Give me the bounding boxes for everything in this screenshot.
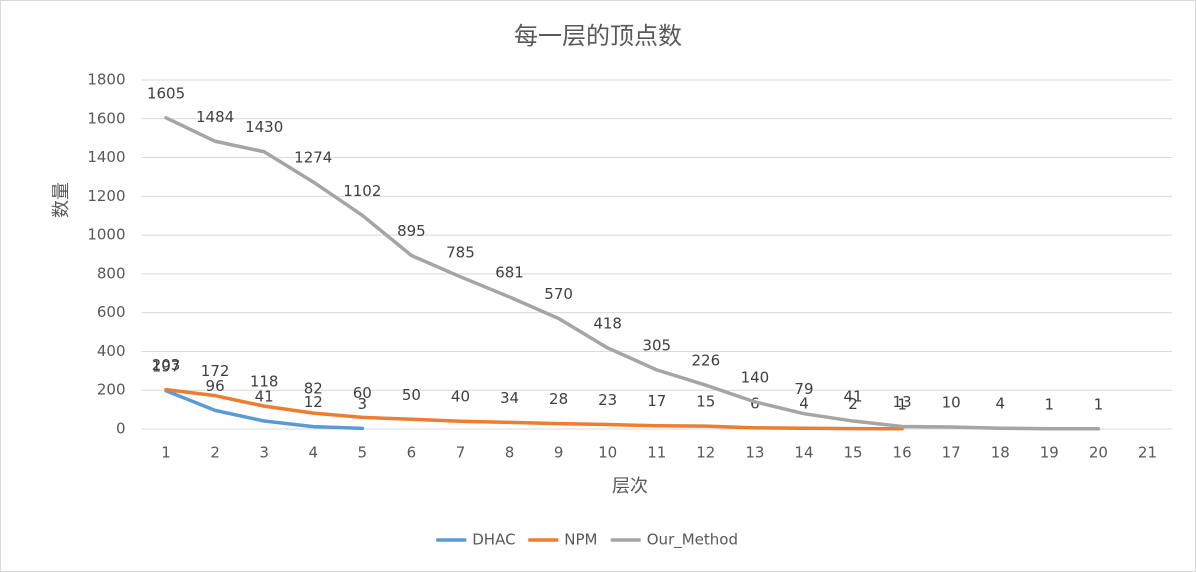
x-tick-label: 11	[647, 444, 666, 462]
data-label: 1484	[196, 108, 234, 126]
legend-label: NPM	[564, 531, 597, 549]
x-tick-label: 20	[1089, 444, 1108, 462]
x-tick-label: 17	[942, 444, 961, 462]
legend-label: Our_Method	[647, 531, 738, 550]
data-label: 13	[893, 393, 912, 411]
data-label: 10	[942, 394, 961, 412]
data-label: 17	[647, 392, 666, 410]
data-label: 197	[152, 357, 181, 375]
y-tick-label: 400	[97, 342, 126, 360]
x-tick-label: 4	[308, 444, 318, 462]
x-tick-label: 12	[696, 444, 715, 462]
x-tick-label: 10	[598, 444, 617, 462]
y-tick-label: 600	[97, 303, 126, 321]
data-label: 50	[402, 386, 421, 404]
data-label: 96	[206, 377, 225, 395]
data-label: 1430	[245, 118, 283, 136]
y-tick-label: 1200	[87, 187, 125, 205]
data-label: 785	[446, 243, 475, 261]
y-tick-label: 1800	[87, 71, 125, 89]
x-tick-label: 9	[554, 444, 564, 462]
data-label: 40	[451, 388, 470, 406]
data-label: 2	[848, 395, 858, 413]
x-tick-label: 3	[259, 444, 269, 462]
y-tick-label: 200	[97, 381, 126, 399]
data-label: 172	[201, 362, 230, 380]
x-tick-label: 5	[358, 444, 368, 462]
x-tick-label: 13	[745, 444, 764, 462]
data-label: 60	[353, 384, 372, 402]
x-tick-label: 6	[407, 444, 417, 462]
x-axis-title: 层次	[612, 476, 648, 497]
data-label: 23	[598, 391, 617, 409]
x-tick-label: 7	[456, 444, 466, 462]
data-label: 1	[1094, 395, 1104, 413]
data-label: 34	[500, 389, 519, 407]
x-tick-label: 19	[1040, 444, 1059, 462]
data-label: 226	[692, 352, 721, 370]
y-tick-label: 800	[97, 264, 126, 282]
x-tick-label: 1	[161, 444, 171, 462]
data-label: 570	[544, 285, 573, 303]
data-label: 4	[799, 395, 809, 413]
data-label: 118	[250, 373, 279, 391]
data-label: 79	[794, 380, 813, 398]
data-label: 895	[397, 222, 426, 240]
x-tick-label: 14	[794, 444, 813, 462]
legend-label: DHAC	[472, 531, 515, 549]
y-tick-label: 1000	[87, 226, 125, 244]
data-label: 1274	[294, 148, 332, 166]
data-label: 15	[696, 393, 715, 411]
y-tick-label: 1600	[87, 109, 125, 127]
data-label: 4	[995, 395, 1005, 413]
data-label: 1	[1045, 395, 1055, 413]
data-label: 12	[304, 393, 323, 411]
y-axis-title: 数量	[51, 182, 72, 218]
data-label: 681	[495, 263, 524, 281]
data-label: 1	[897, 395, 907, 413]
x-tick-label: 21	[1138, 444, 1157, 462]
series-line	[164, 389, 365, 431]
data-label: 82	[304, 380, 323, 398]
data-label: 305	[642, 336, 671, 354]
data-label: 1605	[147, 84, 185, 102]
data-label: 203	[152, 356, 181, 374]
y-tick-label: 1400	[87, 148, 125, 166]
data-label: 140	[741, 368, 770, 386]
x-tick-label: 16	[893, 444, 912, 462]
x-tick-label: 2	[210, 444, 220, 462]
series-line	[164, 116, 1101, 431]
data-label: 41	[843, 388, 862, 406]
data-label: 418	[593, 314, 622, 332]
x-tick-label: 8	[505, 444, 515, 462]
data-label: 3	[358, 395, 368, 413]
data-label: 41	[255, 388, 274, 406]
y-tick-label: 0	[116, 420, 126, 438]
x-tick-label: 15	[843, 444, 862, 462]
chart-title: 每一层的顶点数	[514, 22, 682, 50]
x-tick-label: 18	[991, 444, 1010, 462]
data-label: 28	[549, 390, 568, 408]
series-line	[164, 387, 904, 431]
data-label: 1102	[343, 182, 381, 200]
